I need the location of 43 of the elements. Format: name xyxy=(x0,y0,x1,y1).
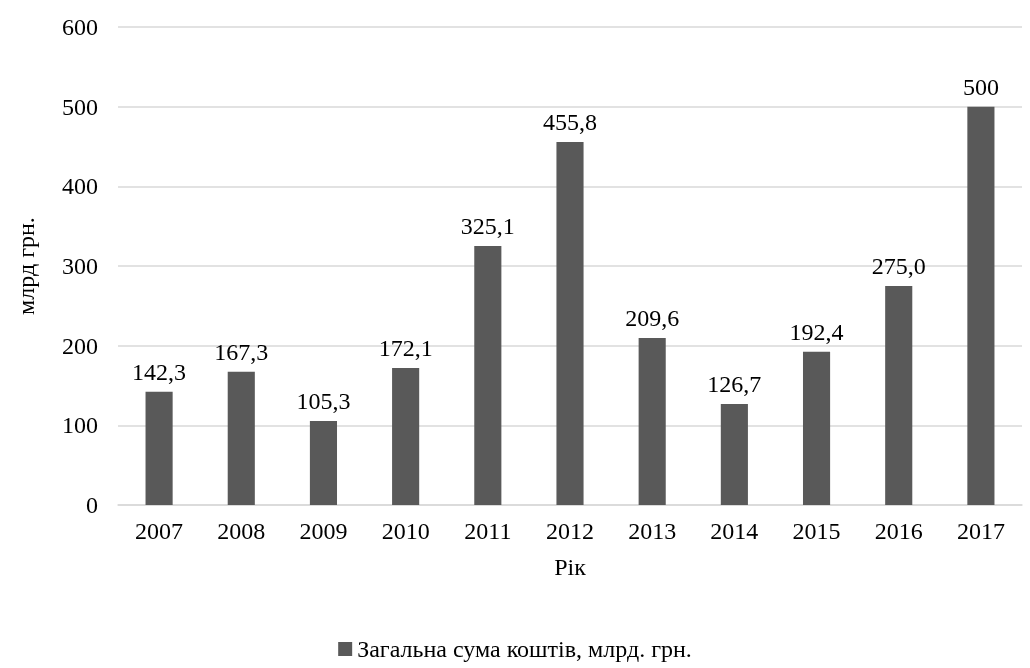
y-tick-label: 300 xyxy=(62,253,98,279)
bar xyxy=(638,338,666,505)
y-tick-label: 0 xyxy=(86,492,98,518)
data-label: 325,1 xyxy=(460,213,515,239)
x-tick-label: 2015 xyxy=(792,518,841,544)
x-tick-label: 2017 xyxy=(956,518,1005,544)
x-tick-label: 2014 xyxy=(710,518,759,544)
data-label: 192,4 xyxy=(789,318,844,345)
x-axis-title: Рік xyxy=(554,554,587,580)
data-label: 500 xyxy=(962,73,999,100)
data-label: 172,1 xyxy=(378,334,433,361)
bar xyxy=(309,421,338,505)
y-tick-label: 400 xyxy=(62,173,98,200)
data-label: 275,0 xyxy=(871,252,926,279)
y-tick-label: 100 xyxy=(62,412,98,439)
data-label: 455,8 xyxy=(543,108,597,135)
bar xyxy=(145,391,173,505)
bar xyxy=(967,106,995,505)
x-tick-label: 2007 xyxy=(135,518,184,544)
bar xyxy=(802,351,831,505)
y-tick-label: 200 xyxy=(62,332,98,359)
y-tick-label: 500 xyxy=(62,93,98,120)
x-tick-label: 2008 xyxy=(217,518,266,544)
legend-label: Загальна сума коштів, млрд. грн. xyxy=(357,636,692,662)
data-label: 167,3 xyxy=(214,338,269,365)
data-label: 105,3 xyxy=(296,388,351,415)
x-tick-label: 2012 xyxy=(546,518,594,544)
data-label: 209,6 xyxy=(625,305,680,332)
x-tick-label: 2016 xyxy=(874,518,923,544)
x-tick-label: 2013 xyxy=(628,518,677,544)
bar xyxy=(556,141,584,505)
data-label: 126,7 xyxy=(707,371,762,398)
x-tick-label: 2011 xyxy=(464,518,512,544)
x-tick-label: 2010 xyxy=(381,518,430,544)
bar xyxy=(227,371,255,505)
bar xyxy=(885,285,913,505)
bar xyxy=(474,246,502,505)
y-tick-label: 600 xyxy=(62,14,98,40)
y-axis-title: млрд грн. xyxy=(13,217,39,315)
bar xyxy=(392,367,420,505)
bar xyxy=(720,404,748,505)
x-tick-label: 2009 xyxy=(299,518,348,544)
data-label: 142,3 xyxy=(132,358,187,385)
